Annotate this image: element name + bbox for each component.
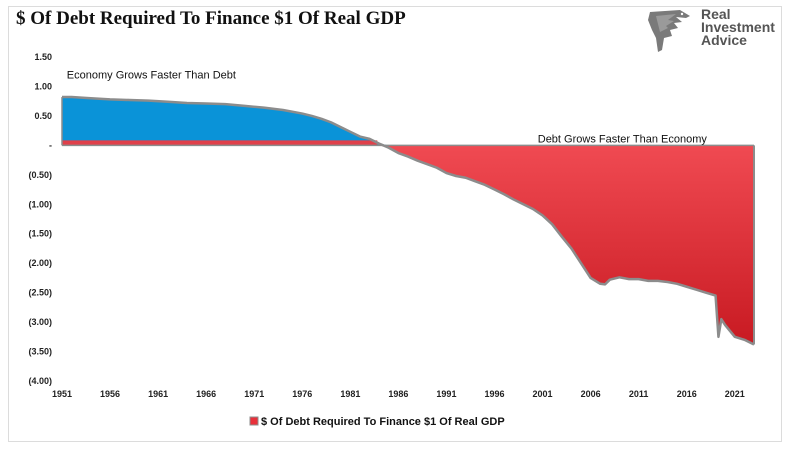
x-tick-label: 2016 [677, 389, 697, 399]
y-tick-label: (0.50) [28, 170, 52, 180]
x-tick-label: 1981 [340, 389, 360, 399]
eagle-icon [648, 10, 690, 52]
x-tick-label: 1971 [244, 389, 264, 399]
y-tick-label: (3.00) [28, 317, 52, 327]
y-tick-label: 0.50 [34, 111, 52, 121]
y-tick-label: (4.00) [28, 376, 52, 386]
x-axis: 1951 1956 1961 1966 1971 1976 1981 1986 1991 1996… [52, 389, 745, 399]
y-axis: 1.50 1.00 0.50 - (0.50) (1.00) (1.50) (2.00) (2.… [28, 52, 52, 386]
x-tick-label: 1991 [436, 389, 456, 399]
y-tick-label: (2.50) [28, 288, 52, 298]
x-tick-label: 2021 [725, 389, 745, 399]
series-line [62, 95, 755, 346]
x-tick-label: 1996 [484, 389, 504, 399]
y-tick-label: - [49, 140, 52, 150]
x-tick-label: 1986 [388, 389, 408, 399]
x-tick-label: 2001 [533, 389, 553, 399]
chart-frame [8, 6, 782, 442]
y-tick-label: (2.00) [28, 258, 52, 268]
legend: $ Of Debt Required To Finance $1 Of Real… [249, 416, 505, 428]
legend-swatch [249, 416, 259, 426]
negative-area [62, 145, 754, 345]
annotations: Economy Grows Faster Than Debt Debt Grows… [67, 70, 708, 146]
positive-area [62, 97, 754, 146]
x-tick-label: 1966 [196, 389, 216, 399]
x-tick-label: 1961 [148, 389, 168, 399]
legend-label: $ Of Debt Required To Finance $1 Of Real… [261, 416, 505, 428]
y-tick-label: (1.00) [28, 199, 52, 209]
x-tick-label: 2011 [629, 389, 649, 399]
y-tick-label: (1.50) [28, 229, 52, 239]
y-tick-label: 1.00 [34, 81, 52, 91]
logo-text: Real Investment Advice [701, 6, 775, 48]
y-tick-label: 1.50 [34, 52, 52, 62]
chart-annotation: Economy Grows Faster Than Debt [67, 70, 236, 82]
y-tick-label: (3.50) [28, 347, 52, 357]
zero-band [62, 140, 378, 146]
x-tick-label: 1951 [52, 389, 72, 399]
chart-title: $ Of Debt Required To Finance $1 Of Real… [16, 8, 406, 29]
x-tick-label: 1976 [292, 389, 312, 399]
chart-annotation: Debt Grows Faster Than Economy [538, 133, 708, 145]
plot-area [61, 95, 755, 346]
x-tick-label: 1956 [100, 389, 120, 399]
company-logo: Real Investment Advice [646, 6, 786, 54]
x-tick-label: 2006 [581, 389, 601, 399]
